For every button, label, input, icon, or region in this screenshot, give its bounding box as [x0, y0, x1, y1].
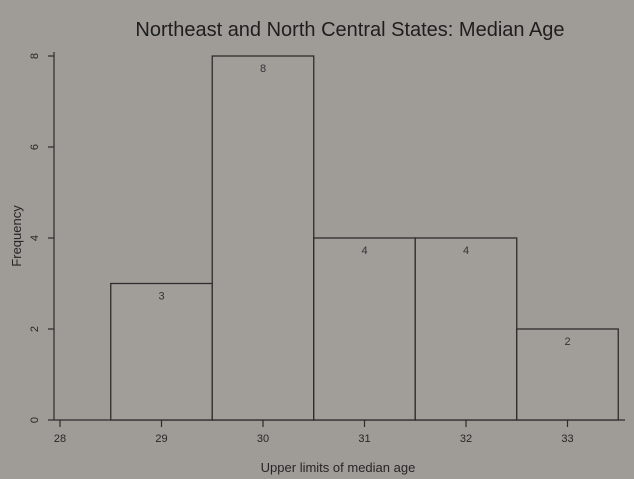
- x-axis-label: Upper limits of median age: [261, 460, 416, 475]
- x-tick-label: 31: [358, 433, 370, 445]
- y-axis-label: Frequency: [9, 205, 24, 267]
- x-tick-label: 29: [155, 433, 167, 445]
- bar-value-label: 4: [361, 245, 367, 257]
- histogram-bar: [414, 237, 518, 421]
- bar-value-label: 8: [260, 63, 266, 75]
- bar-value-label: 2: [564, 336, 570, 348]
- histogram-bar: [516, 328, 619, 421]
- chart-title: Northeast and North Central States: Medi…: [135, 19, 564, 41]
- y-tick-label: 0: [29, 417, 41, 423]
- x-tick-label: 33: [561, 433, 573, 445]
- histogram-bar: [313, 237, 416, 421]
- histogram-bar: [211, 55, 315, 421]
- bar-value-label: 3: [158, 291, 164, 303]
- x-tick-label: 32: [460, 433, 472, 445]
- y-tick-label: 8: [29, 53, 41, 59]
- y-tick-label: 6: [29, 144, 41, 150]
- histogram-bar: [110, 282, 213, 421]
- x-tick-label: 30: [257, 433, 269, 445]
- y-tick-label: 2: [29, 326, 41, 332]
- y-tick-label: 4: [29, 235, 41, 241]
- x-tick-label: 28: [54, 433, 66, 445]
- bar-value-label: 4: [463, 245, 469, 257]
